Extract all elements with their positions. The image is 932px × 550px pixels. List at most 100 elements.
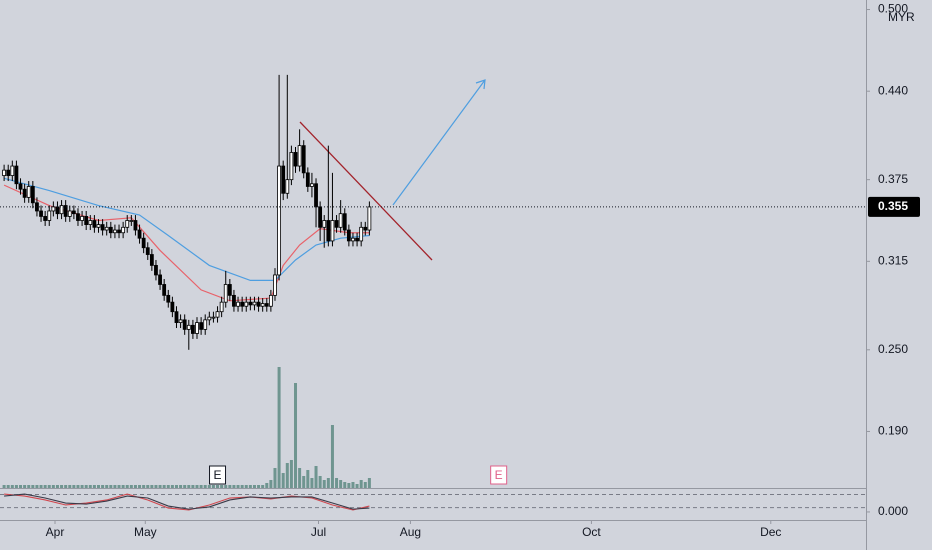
candle-body xyxy=(80,216,84,221)
candle-body xyxy=(47,210,52,221)
candle-body xyxy=(322,220,327,228)
volume-bar xyxy=(2,485,6,488)
volume-bar xyxy=(179,485,183,488)
candle-body xyxy=(30,186,35,204)
volume-bar xyxy=(113,485,117,488)
volume-bar xyxy=(257,485,261,488)
candle-body xyxy=(59,205,64,215)
candle-body xyxy=(293,152,298,167)
y-tick-label: 0.250 xyxy=(878,342,908,356)
volume-bar xyxy=(322,480,326,488)
volume-bar xyxy=(318,476,322,488)
candle-body xyxy=(22,188,27,198)
candle-body xyxy=(227,284,232,296)
volume-bar xyxy=(191,485,195,488)
candle-body xyxy=(154,265,158,276)
volume-bar xyxy=(285,463,289,488)
currency-label: MYR xyxy=(888,10,915,24)
candle-body xyxy=(76,213,80,221)
volume-bar xyxy=(166,485,170,488)
candle-body xyxy=(71,210,76,215)
candle-body xyxy=(26,186,31,198)
volume-bar xyxy=(76,485,80,488)
candle-body xyxy=(158,274,162,285)
volume-bar xyxy=(174,485,178,488)
candle-body xyxy=(182,319,187,330)
volume-bar xyxy=(314,466,318,488)
volume-bar xyxy=(367,478,371,488)
volume-bar xyxy=(273,468,277,488)
last-price-label: 0.355 xyxy=(878,199,908,213)
y-tick-label: 0.375 xyxy=(878,172,908,186)
volume-bar xyxy=(27,485,31,488)
candle-body xyxy=(39,210,43,217)
volume-bar xyxy=(88,485,92,488)
oscillator-line xyxy=(4,493,370,511)
volume-bar xyxy=(47,485,51,488)
volume-bar xyxy=(158,485,162,488)
volume-bar xyxy=(306,470,310,488)
candle-body xyxy=(297,145,302,167)
volume-bar xyxy=(80,485,84,488)
volume-bar xyxy=(220,485,224,488)
volume-bar xyxy=(347,483,351,488)
candle-body xyxy=(6,169,11,176)
candle-body xyxy=(203,319,208,330)
x-tick-label: Apr xyxy=(46,525,65,539)
volume-bar xyxy=(146,485,150,488)
x-tick-label: Aug xyxy=(400,525,421,539)
candle-body xyxy=(100,224,105,231)
volume-bar xyxy=(154,485,158,488)
arrow-head xyxy=(475,79,486,90)
volume-bar xyxy=(339,480,343,488)
candle-body xyxy=(305,172,310,187)
volume-bar xyxy=(35,485,39,488)
candle-body xyxy=(145,247,150,255)
earnings-marker xyxy=(209,465,227,485)
volume-bar xyxy=(183,485,187,488)
candle-body xyxy=(310,183,314,187)
y-tick-label: 0.000 xyxy=(878,504,908,518)
candle-body xyxy=(141,237,146,249)
candle-body xyxy=(355,237,359,242)
volume-bar xyxy=(298,468,302,488)
volume-bar xyxy=(170,485,174,488)
volume-bar xyxy=(244,485,248,488)
volume-bar xyxy=(289,460,293,488)
candle-body xyxy=(219,301,224,313)
candle-body xyxy=(367,206,372,231)
earnings-label: E xyxy=(214,468,222,482)
volume-bar xyxy=(355,484,359,488)
candle-body xyxy=(14,165,19,185)
volume-bar xyxy=(84,485,88,488)
volume-bar xyxy=(97,485,101,488)
candle-body xyxy=(162,284,167,296)
candle-body xyxy=(330,220,335,242)
volume-bar xyxy=(363,482,367,488)
x-tick-label: May xyxy=(134,525,157,539)
candle-body xyxy=(178,319,183,323)
volume-bar xyxy=(211,485,215,488)
volume-bar xyxy=(187,485,191,488)
candle-body xyxy=(191,324,195,334)
volume-bar xyxy=(150,485,154,488)
volume-bar xyxy=(10,485,14,488)
candle-body xyxy=(232,294,236,307)
candle-body xyxy=(244,301,249,307)
volume-bar xyxy=(64,485,68,488)
oscillator-line xyxy=(4,493,370,510)
candle-body xyxy=(215,311,220,318)
candle-body xyxy=(170,301,175,313)
candle-body xyxy=(248,301,253,306)
volume-bar xyxy=(142,485,146,488)
candle-body xyxy=(84,216,89,225)
volume-bar xyxy=(326,478,330,488)
candle-body xyxy=(334,220,339,228)
candle-body xyxy=(236,301,240,307)
volume-bar xyxy=(43,485,47,488)
candle-body xyxy=(108,226,113,234)
volume-bar xyxy=(294,383,298,488)
volume-bar xyxy=(203,485,207,488)
y-tick-label: 0.500 xyxy=(878,2,908,16)
